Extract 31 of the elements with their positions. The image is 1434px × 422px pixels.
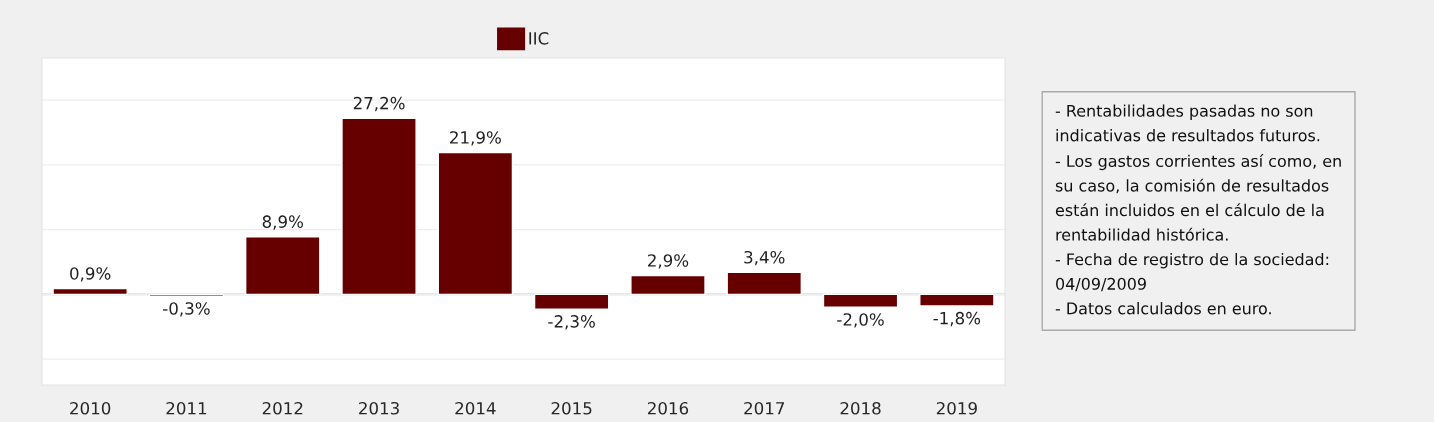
text: - Rentabilidades pasadas no son indicativas de resultados futuros. - Los gastos corrientes así como, en su caso, la comisión de resultados están incluidos en el cálculo de la rentabilidad histórica. - Fecha de registro de la sociedad: 04/09/2009 - Datos calculados en euro. [1055, 104, 1341, 315]
data-label: -0,3% [163, 302, 210, 317]
data-label: 2,9% [648, 254, 689, 269]
bar [919, 293, 995, 307]
data-label: -1,8% [933, 311, 981, 327]
bar [822, 293, 899, 308]
bar [533, 293, 610, 310]
x-tick-label: 2019 [936, 401, 977, 415]
x-tick-label: 2013 [359, 401, 399, 415]
x-tick-label: 2015 [551, 401, 592, 415]
bar [341, 117, 417, 296]
data-label: 27,2% [353, 96, 405, 112]
x-tick-label: 2016 [647, 401, 689, 415]
data-label: 21,9% [450, 131, 501, 146]
data-label: 3,4% [744, 250, 785, 266]
bar [630, 274, 706, 296]
x-tick-label: 2018 [840, 401, 881, 415]
data-label: 0,9% [70, 267, 111, 282]
x-tick-label: 2011 [166, 401, 207, 415]
data-label: 8,9% [262, 215, 303, 230]
x-tick-label: 2014 [455, 401, 496, 415]
bar [52, 287, 128, 296]
x-tick-label: 2017 [744, 401, 785, 415]
legend-label: IIC [529, 32, 549, 45]
data-label: -2,0% [837, 313, 884, 328]
bar [437, 151, 514, 296]
bar [726, 271, 803, 296]
x-tick-label: 2012 [262, 401, 303, 415]
data-label: -2,3% [548, 315, 595, 330]
x-tick-label: 2010 [70, 401, 111, 415]
bar [244, 236, 321, 296]
